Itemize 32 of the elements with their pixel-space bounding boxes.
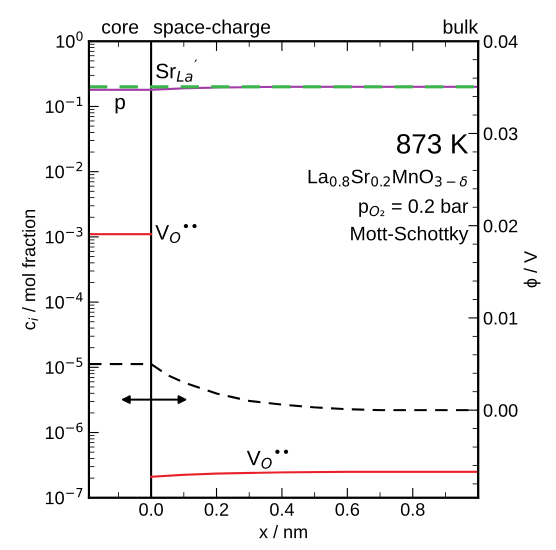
annotation: Mott-Schottky — [351, 226, 468, 244]
x-tick-label: 0.6 — [335, 503, 360, 516]
x-tick-label: 0.0 — [139, 503, 163, 516]
y-tick-label: 10$^{−2}$ — [46, 162, 82, 178]
annotation: V$_{O}$$^{••}$ — [155, 224, 197, 244]
text: space-charge — [154, 19, 270, 38]
text: bulk — [444, 19, 478, 34]
y2-tick-label: 0.03 — [484, 127, 518, 140]
annotation: p$_{O₂}$ = 0.2 bar — [359, 198, 468, 217]
y-tick-label: 10$^{−3}$ — [46, 227, 82, 244]
annotation: p — [116, 98, 125, 114]
x-tick-label: 0.2 — [204, 503, 228, 516]
y-tick-label: 10$^{−1}$ — [46, 96, 82, 114]
annotation: V$_{O}$$^{••}$ — [246, 450, 288, 469]
y-tick-label: 10$^{−5}$ — [46, 358, 82, 374]
annotation: La$_{0.8}$Sr$_{0.2}$MnO$_{3−δ}$ — [308, 170, 468, 187]
y-tick-label: 10$^{0}$ — [56, 31, 83, 48]
y2-tick-label: 0.04 — [484, 35, 518, 48]
x-tick-label: 0.8 — [400, 503, 425, 516]
y2-tick-label: 0.00 — [484, 404, 518, 417]
y2-tick-label: 0.01 — [484, 312, 518, 325]
annotation: 873 K — [397, 134, 468, 154]
y2-axis-title: ϕ / V — [524, 250, 541, 288]
x-axis-title: x / nm — [259, 525, 307, 538]
y-tick-label: 10$^{−6}$ — [46, 422, 83, 440]
y-axis-title: c$_{i}$ / mol fraction — [22, 210, 38, 330]
y-tick-label: 10$^{−4}$ — [46, 292, 83, 309]
text: core — [102, 23, 138, 34]
y2-tick-label: 0.02 — [484, 220, 518, 232]
y-tick-label: 10$^{−7}$ — [46, 488, 82, 504]
annotation: Sr$_{La}$$^{′}$ — [156, 60, 198, 82]
x-tick-label: 0.4 — [270, 503, 294, 516]
